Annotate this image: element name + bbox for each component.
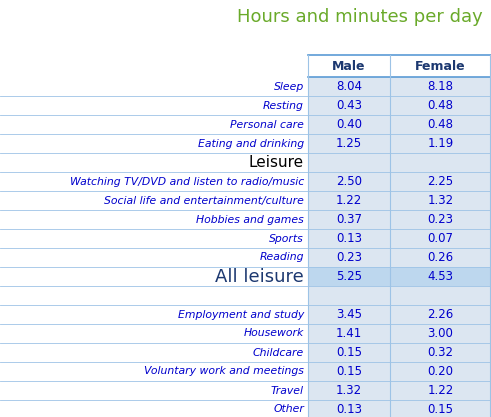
Text: 3.00: 3.00 [428, 327, 453, 340]
Text: 0.48: 0.48 [428, 118, 454, 131]
Bar [0, 191, 308, 210]
Text: 0.40: 0.40 [336, 118, 362, 131]
Bar [308, 400, 491, 417]
Bar [308, 229, 491, 248]
Text: 0.26: 0.26 [428, 251, 454, 264]
Text: Other: Other [273, 404, 304, 414]
Bar [308, 153, 491, 172]
Text: 0.15: 0.15 [336, 365, 362, 378]
Text: Social life and entertainment/culture: Social life and entertainment/culture [104, 196, 304, 206]
Bar [0, 305, 308, 324]
Text: 0.07: 0.07 [428, 232, 454, 245]
Text: Watching TV/DVD and listen to radio/music: Watching TV/DVD and listen to radio/musi… [70, 176, 304, 186]
Bar [0, 324, 308, 343]
Bar [0, 381, 308, 400]
Text: Reading: Reading [260, 253, 304, 262]
Bar [0, 248, 308, 267]
Text: 5.25: 5.25 [336, 270, 362, 283]
Text: 1.32: 1.32 [428, 194, 454, 207]
Text: 8.18: 8.18 [428, 80, 454, 93]
Bar [308, 362, 491, 381]
Text: 0.48: 0.48 [428, 99, 454, 112]
Text: 0.43: 0.43 [336, 99, 362, 112]
Text: 2.25: 2.25 [428, 175, 454, 188]
Text: Female: Female [415, 60, 466, 73]
Text: 4.53: 4.53 [428, 270, 454, 283]
Text: Male: Male [332, 60, 366, 73]
Text: Hobbies and games: Hobbies and games [196, 214, 304, 224]
Bar [308, 286, 491, 305]
Text: 1.25: 1.25 [336, 137, 362, 150]
Text: Employment and study: Employment and study [178, 309, 304, 319]
Bar [308, 115, 491, 134]
Text: Childcare: Childcare [253, 347, 304, 357]
Bar [308, 77, 491, 96]
Text: 1.22: 1.22 [336, 194, 362, 207]
Bar [0, 96, 308, 115]
Text: 1.22: 1.22 [427, 384, 454, 397]
Bar [308, 324, 491, 343]
Text: 2.26: 2.26 [427, 308, 454, 321]
Bar [308, 134, 491, 153]
Text: 1.19: 1.19 [427, 137, 454, 150]
Text: Resting: Resting [263, 100, 304, 111]
Text: 1.41: 1.41 [336, 327, 362, 340]
Text: 0.13: 0.13 [336, 232, 362, 245]
Bar [308, 381, 491, 400]
Bar [308, 343, 491, 362]
Text: Personal care: Personal care [230, 120, 304, 130]
Text: All leisure: All leisure [215, 267, 304, 286]
Text: 2.50: 2.50 [336, 175, 362, 188]
Text: 3.45: 3.45 [336, 308, 362, 321]
Bar [0, 229, 308, 248]
Bar [308, 248, 491, 267]
Text: Travel: Travel [271, 385, 304, 395]
Text: Housework: Housework [244, 329, 304, 339]
Text: 0.15: 0.15 [428, 403, 454, 416]
Bar [308, 305, 491, 324]
Text: 8.04: 8.04 [336, 80, 362, 93]
Text: Sleep: Sleep [274, 81, 304, 91]
Bar [308, 172, 491, 191]
Bar [308, 210, 491, 229]
Text: Sports: Sports [269, 234, 304, 244]
Bar [0, 77, 308, 96]
Bar [0, 286, 308, 305]
Text: 0.37: 0.37 [336, 213, 362, 226]
Bar [0, 343, 308, 362]
Text: 1.32: 1.32 [336, 384, 362, 397]
Text: 0.13: 0.13 [336, 403, 362, 416]
Bar [0, 172, 308, 191]
Text: 0.15: 0.15 [336, 346, 362, 359]
Bar [308, 96, 491, 115]
Bar [0, 400, 308, 417]
Bar [0, 267, 308, 286]
Bar [0, 210, 308, 229]
Bar [308, 191, 491, 210]
Bar [0, 153, 308, 172]
Bar [0, 134, 308, 153]
Bar [308, 267, 491, 286]
Text: 0.23: 0.23 [428, 213, 454, 226]
Text: Leisure: Leisure [249, 155, 304, 170]
Bar [0, 115, 308, 134]
Text: 0.20: 0.20 [428, 365, 454, 378]
Text: 0.23: 0.23 [336, 251, 362, 264]
Text: Eating and drinking: Eating and drinking [198, 138, 304, 148]
Bar [0, 362, 308, 381]
Text: Voluntary work and meetings: Voluntary work and meetings [144, 367, 304, 377]
Text: Hours and minutes per day: Hours and minutes per day [237, 8, 483, 26]
Text: 0.32: 0.32 [428, 346, 454, 359]
